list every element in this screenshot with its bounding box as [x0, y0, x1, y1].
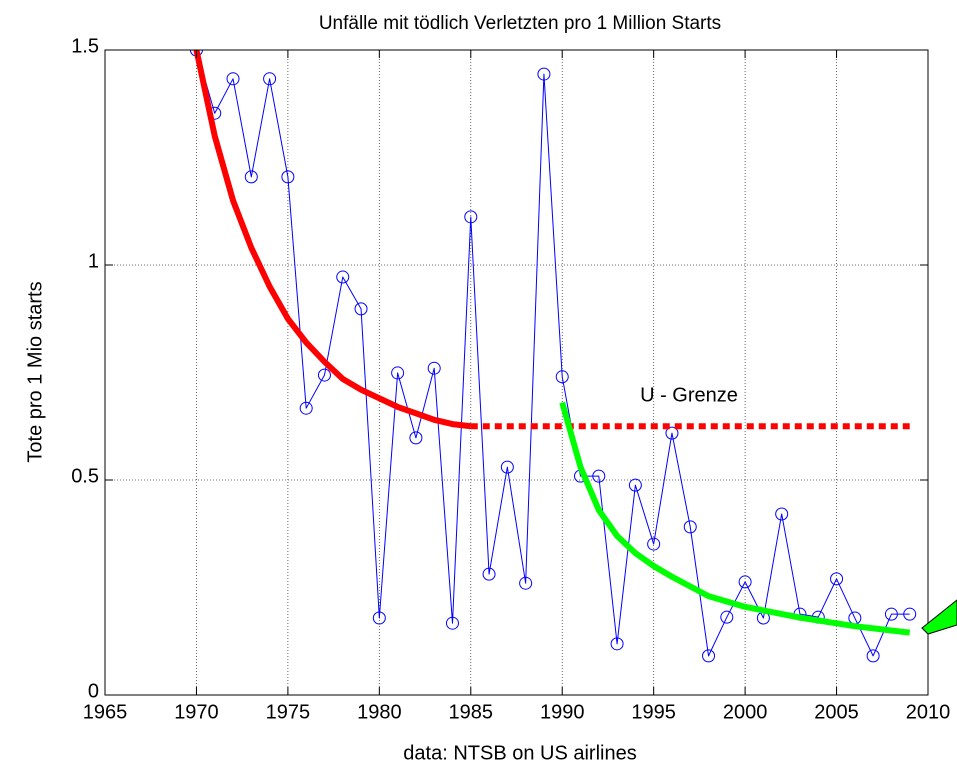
- data-point: [281, 170, 295, 184]
- data-point: [445, 616, 459, 630]
- data-point: [665, 426, 679, 440]
- data-point: [555, 370, 569, 384]
- data-point: [226, 72, 240, 86]
- data-point: [903, 607, 917, 621]
- x-tick-label: 1965: [83, 701, 128, 723]
- data-point: [683, 520, 697, 534]
- data-point: [537, 67, 551, 81]
- x-tick-label: 1970: [174, 701, 219, 723]
- x-tick-label: 2005: [814, 701, 859, 723]
- data-point: [866, 649, 880, 663]
- data-point: [738, 575, 752, 589]
- x-tick-label: 1985: [449, 701, 494, 723]
- data-point: [775, 507, 789, 521]
- x-tick-label: 2010: [906, 701, 951, 723]
- data-point: [628, 478, 642, 492]
- data-point: [482, 567, 496, 581]
- callout-fragment: [921, 599, 957, 635]
- data-point: [299, 401, 313, 415]
- data-point: [391, 366, 405, 380]
- series-line: [195, 50, 910, 657]
- plot-area: [105, 50, 928, 695]
- y-tick-label: 0.5: [71, 465, 99, 487]
- data-point: [500, 460, 514, 474]
- y-tick-label: 0: [88, 680, 99, 702]
- x-tick-label: 1990: [540, 701, 585, 723]
- series: [189, 50, 917, 663]
- x-tick-label: 1995: [631, 701, 676, 723]
- data-point: [336, 270, 350, 284]
- data-point: [354, 302, 368, 316]
- data-point: [647, 537, 661, 551]
- y-tick-label: 1: [88, 250, 99, 272]
- annotation: U - Grenze: [640, 384, 738, 406]
- x-tick-label: 1975: [266, 701, 311, 723]
- data-point: [263, 72, 277, 86]
- data-point: [830, 572, 844, 586]
- x-tick-label: 2000: [723, 701, 768, 723]
- data-point: [427, 361, 441, 375]
- y-axis-label: Tote pro 1 Mio starts: [24, 281, 46, 462]
- data-point: [464, 210, 478, 224]
- data-point: [610, 637, 624, 651]
- data-point: [519, 576, 533, 590]
- x-tick-label: 1980: [357, 701, 402, 723]
- data-point: [884, 607, 898, 621]
- series-line: [559, 401, 911, 636]
- data-point: [244, 170, 258, 184]
- y-tick-label: 1.5: [71, 35, 99, 57]
- data-point: [409, 431, 423, 445]
- data-point: [720, 610, 734, 624]
- data-point: [372, 611, 386, 625]
- chart-title: Unfälle mit tödlich Verletzten pro 1 Mil…: [319, 13, 721, 34]
- data-point: [317, 368, 331, 382]
- data-point: [702, 649, 716, 663]
- data-point: [592, 469, 606, 483]
- series-line: [193, 50, 472, 430]
- x-axis-label: data: NTSB on US airlines: [403, 742, 636, 764]
- plot-frame: [104, 49, 929, 696]
